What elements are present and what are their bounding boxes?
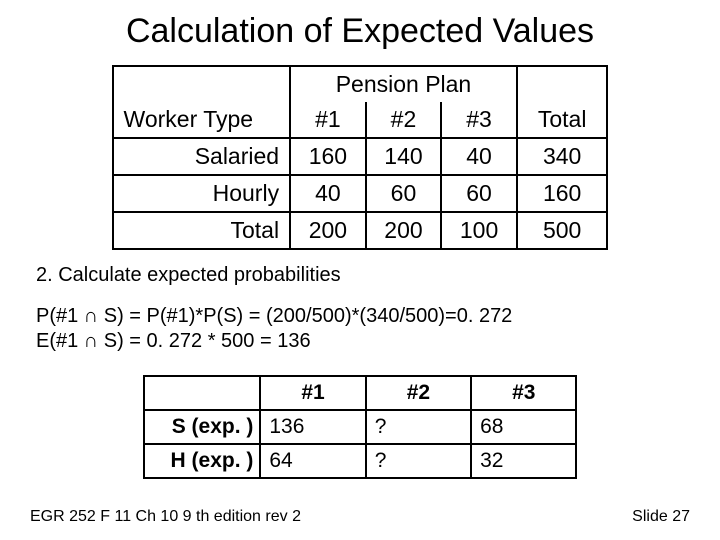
col1-header: #1 (290, 102, 366, 138)
footer-left: EGR 252 F 11 Ch 10 9 th edition rev 2 (30, 508, 301, 526)
cell: 140 (366, 138, 442, 175)
exp-col2-header: #2 (366, 376, 471, 410)
formula-prob: P(#1 ∩ S) = P(#1)*P(S) = (200/500)*(340/… (36, 305, 690, 328)
formula-expected: E(#1 ∩ S) = 0. 272 * 500 = 136 (36, 330, 690, 353)
pension-plan-header: Pension Plan (290, 66, 517, 102)
col3-header: #3 (441, 102, 517, 138)
total-header: Total (517, 66, 608, 138)
exp-col1-header: #1 (260, 376, 365, 410)
cell: 32 (471, 444, 576, 478)
cell: 160 (290, 138, 366, 175)
cell: 200 (290, 212, 366, 249)
cell: 160 (517, 175, 608, 212)
cell: 100 (441, 212, 517, 249)
exp-row-h-label: H (exp. ) (144, 444, 261, 478)
expected-table: #1 #2 #3 S (exp. ) 136 ? 68 H (exp. ) 64… (143, 375, 578, 479)
cell: 68 (471, 410, 576, 444)
row-salaried-label: Salaried (113, 138, 291, 175)
blank-cell (144, 376, 261, 410)
cell: 60 (441, 175, 517, 212)
cell: 200 (366, 212, 442, 249)
cell: 40 (290, 175, 366, 212)
step2-heading: 2. Calculate expected probabilities (36, 264, 690, 287)
cell: 40 (441, 138, 517, 175)
exp-col3-header: #3 (471, 376, 576, 410)
exp-row-s-label: S (exp. ) (144, 410, 261, 444)
observed-table: Worker Type Pension Plan Total #1 #2 #3 … (112, 65, 609, 250)
footer-right: Slide 27 (632, 508, 690, 526)
cell: ? (366, 444, 471, 478)
cell: ? (366, 410, 471, 444)
cell: 136 (260, 410, 365, 444)
cell: 64 (260, 444, 365, 478)
slide-title: Calculation of Expected Values (30, 12, 690, 51)
cell: 340 (517, 138, 608, 175)
cell: 60 (366, 175, 442, 212)
cell: 500 (517, 212, 608, 249)
row-total-label: Total (113, 212, 291, 249)
row-hourly-label: Hourly (113, 175, 291, 212)
worker-type-header: Worker Type (113, 66, 291, 138)
col2-header: #2 (366, 102, 442, 138)
